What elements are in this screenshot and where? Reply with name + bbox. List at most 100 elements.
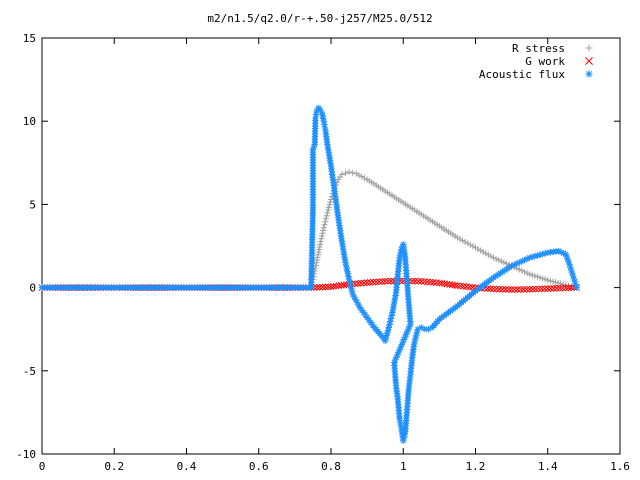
y-tick-label: 10: [23, 115, 36, 128]
data-point: [350, 293, 358, 301]
data-point: [393, 354, 400, 361]
data-point: [495, 257, 502, 264]
data-point: [531, 272, 538, 279]
data-point: [342, 262, 350, 269]
legend-marker-cross-icon: [585, 57, 593, 65]
data-point: [385, 324, 392, 331]
data-point: [397, 419, 404, 426]
legend-marker-plus-icon: [585, 44, 593, 52]
data-point: [316, 283, 323, 291]
data-point: [411, 337, 419, 345]
data-point: [562, 284, 570, 292]
data-point: [375, 278, 383, 286]
data-point: [347, 282, 354, 289]
y-tick-label: -10: [16, 448, 36, 461]
data-point: [316, 106, 324, 113]
data-point: [320, 118, 327, 125]
data-point: [484, 285, 491, 292]
data-point: [390, 300, 398, 308]
data-point: [537, 274, 544, 281]
data-point: [315, 249, 322, 256]
data-point: [389, 309, 396, 316]
data-point: [572, 281, 579, 288]
data-point: [352, 296, 359, 303]
data-point: [503, 260, 510, 267]
y-tick-label: -5: [23, 365, 36, 378]
data-point: [343, 264, 350, 272]
data-point: [508, 262, 515, 270]
data-point: [322, 218, 329, 225]
data-point: [405, 326, 412, 333]
data-point: [386, 321, 393, 328]
data-point: [401, 333, 409, 341]
data-point: [338, 171, 345, 178]
data-point: [511, 286, 518, 293]
legend-label: G work: [525, 55, 565, 68]
data-point: [451, 281, 459, 289]
data-point: [316, 246, 323, 253]
data-point: [366, 279, 374, 286]
data-point: [568, 266, 575, 274]
legend-label: Acoustic flux: [479, 68, 565, 81]
data-point: [418, 324, 425, 331]
data-point: [538, 285, 546, 293]
data-point: [523, 255, 531, 263]
data-point: [562, 251, 570, 258]
data-point: [414, 326, 421, 333]
data-point: [569, 272, 577, 280]
data-point: [559, 284, 567, 292]
series-acoustic-flux: [38, 104, 580, 444]
data-point: [315, 251, 322, 258]
data-point: [355, 301, 362, 309]
data-point: [469, 243, 476, 250]
data-point: [526, 271, 533, 278]
x-tick-label: 0.2: [104, 460, 124, 473]
data-point: [502, 286, 509, 293]
data-point: [532, 285, 540, 293]
data-point: [521, 256, 528, 264]
data-point: [506, 264, 513, 271]
data-point: [383, 332, 390, 339]
data-point: [317, 238, 324, 245]
chart-title: m2/n1.5/q2.0/r-+.50-j257/M25.0/512: [207, 12, 432, 25]
data-point: [312, 114, 319, 122]
data-point: [553, 284, 561, 292]
data-point: [324, 209, 331, 216]
data-point: [560, 250, 567, 257]
data-point: [400, 336, 408, 343]
data-point: [417, 277, 425, 285]
data-point: [556, 284, 564, 292]
data-point: [536, 251, 544, 258]
data-point: [518, 258, 526, 265]
legend-label: R stress: [512, 42, 565, 55]
data-point: [353, 170, 360, 177]
data-point: [516, 266, 523, 273]
data-point: [310, 143, 318, 151]
data-point: [501, 267, 509, 274]
data-point: [314, 257, 321, 264]
data-point: [514, 286, 521, 293]
data-point: [357, 279, 365, 287]
data-point: [529, 272, 536, 279]
data-point: [353, 299, 361, 306]
data-point: [342, 170, 349, 177]
data-point: [535, 285, 543, 293]
data-point: [490, 274, 497, 281]
x-tick-label: 1.2: [466, 460, 486, 473]
data-point: [378, 278, 386, 285]
data-point: [539, 250, 546, 258]
x-tick-label: 0.6: [249, 460, 269, 473]
data-point: [541, 250, 549, 257]
data-point: [557, 248, 565, 256]
data-point: [346, 168, 353, 175]
data-point: [312, 111, 320, 118]
data-point: [549, 278, 556, 285]
data-point: [318, 233, 325, 240]
data-point: [511, 261, 518, 268]
data-point: [319, 112, 326, 119]
data-point: [319, 230, 326, 237]
data-point: [482, 250, 489, 257]
data-point: [402, 331, 410, 338]
